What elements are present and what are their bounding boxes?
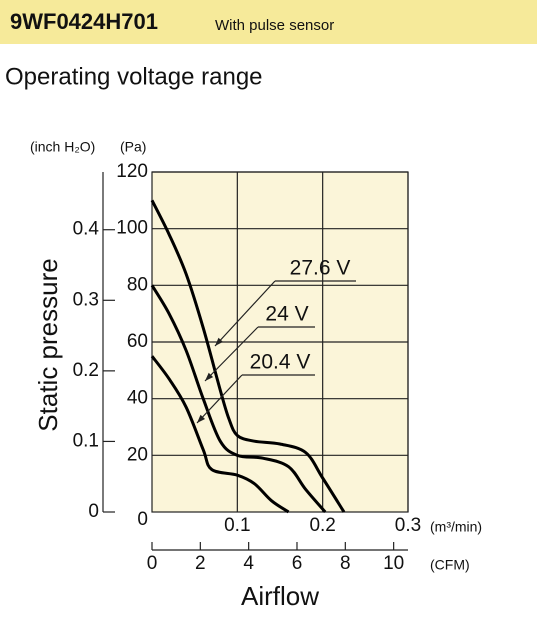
y2-tick-label: 0 bbox=[88, 501, 99, 522]
leader-line bbox=[196, 374, 243, 424]
curve bbox=[150, 284, 327, 513]
curve bbox=[150, 199, 346, 513]
header-bar bbox=[0, 0, 537, 44]
curve bbox=[150, 355, 290, 514]
y2-tick-label: 0.3 bbox=[73, 289, 99, 310]
x-tick-label: 0.3 bbox=[395, 515, 421, 536]
x2-tick-label: 8 bbox=[340, 553, 351, 574]
leader-line bbox=[204, 326, 259, 382]
y-tick-label: 120 bbox=[116, 161, 148, 182]
y-tick-label: 20 bbox=[127, 444, 148, 465]
x2-unit: (CFM) bbox=[430, 557, 470, 573]
x2-tick-label: 0 bbox=[147, 553, 158, 574]
y-tick-label: 60 bbox=[127, 331, 148, 352]
y-tick-label: 100 bbox=[116, 218, 148, 239]
leader-line bbox=[214, 280, 276, 347]
y2-tick-label: 0.4 bbox=[73, 219, 100, 240]
x2-tick-label: 4 bbox=[243, 553, 254, 574]
plot-frame bbox=[151, 171, 409, 513]
chart-title: Operating voltage range bbox=[5, 63, 263, 90]
y-tick-label: 40 bbox=[127, 388, 148, 409]
header-note: With pulse sensor bbox=[215, 17, 334, 34]
arrow-head bbox=[215, 337, 224, 346]
y2-tick-label: 0.2 bbox=[73, 360, 99, 381]
y2-unit: (inch H₂O) bbox=[30, 139, 95, 155]
curve-label: 24 V bbox=[265, 303, 308, 326]
y-unit: (Pa) bbox=[120, 139, 146, 155]
x2-tick-label: 10 bbox=[383, 553, 404, 574]
x-axis-label: Airflow bbox=[241, 581, 319, 611]
arrow-head bbox=[197, 414, 206, 423]
x2-tick-label: 6 bbox=[292, 553, 303, 574]
arrow-head bbox=[205, 372, 214, 381]
x-tick-label: 0.1 bbox=[224, 515, 250, 536]
y-tick-label: 80 bbox=[127, 274, 148, 295]
curve-label: 27.6 V bbox=[290, 257, 351, 280]
x-unit: (m³/min) bbox=[430, 519, 482, 535]
header-title: 9WF0424H701 bbox=[10, 9, 158, 34]
y-axis-label: Static pressure bbox=[33, 258, 63, 431]
x-tick-label: 0.2 bbox=[309, 515, 335, 536]
y-tick-label: 0 bbox=[137, 509, 148, 530]
curve-label: 20.4 V bbox=[250, 351, 311, 374]
x2-tick-label: 2 bbox=[195, 553, 206, 574]
y2-tick-label: 0.1 bbox=[73, 430, 99, 451]
